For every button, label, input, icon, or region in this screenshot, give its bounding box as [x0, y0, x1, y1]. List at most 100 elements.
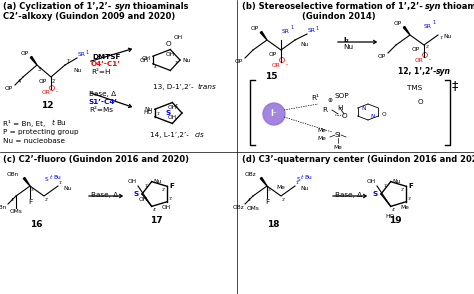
Text: 19: 19: [389, 216, 401, 225]
Text: S: S: [134, 191, 139, 197]
Text: OMs: OMs: [9, 209, 22, 214]
Text: 12: 12: [41, 101, 53, 110]
Polygon shape: [260, 31, 267, 40]
Text: Nu: Nu: [63, 186, 71, 191]
Text: S: S: [45, 177, 49, 182]
Text: 17: 17: [150, 216, 162, 225]
Text: ²: ²: [429, 58, 431, 63]
Text: R: R: [322, 107, 328, 113]
Text: 3’: 3’: [38, 67, 43, 72]
Text: R¹: R¹: [311, 95, 319, 101]
Text: OP: OP: [21, 51, 29, 56]
Text: 1’: 1’: [59, 181, 63, 185]
Text: 1: 1: [432, 20, 435, 25]
Text: syn: syn: [115, 2, 131, 11]
Text: OP: OP: [394, 21, 402, 26]
Text: 14, L-1’,2’-: 14, L-1’,2’-: [150, 132, 189, 138]
Text: OBz: OBz: [244, 172, 256, 177]
Text: SOP: SOP: [335, 93, 350, 99]
Text: R²=Ms: R²=Ms: [89, 107, 113, 113]
Text: (b) Stereoselective formation of 1’,2’-: (b) Stereoselective formation of 1’,2’-: [242, 2, 423, 11]
Text: (d) C3’-quaternary center (Guindon 2016 and 2020): (d) C3’-quaternary center (Guindon 2016 …: [242, 155, 474, 164]
Text: ²: ²: [286, 63, 288, 68]
Text: SR: SR: [282, 29, 290, 34]
Text: 15: 15: [265, 72, 277, 81]
Text: Nu: Nu: [300, 186, 308, 191]
Polygon shape: [30, 56, 37, 65]
Text: Bu: Bu: [53, 175, 61, 180]
Text: C2’-alkoxy (Guindon 2009 and 2020): C2’-alkoxy (Guindon 2009 and 2020): [3, 12, 175, 21]
Text: Bu: Bu: [304, 175, 312, 180]
Text: Base, Δ: Base, Δ: [91, 192, 118, 198]
Text: 2’: 2’: [45, 198, 49, 202]
Text: H: H: [337, 105, 343, 111]
Text: Me: Me: [317, 136, 326, 141]
Text: OR: OR: [271, 63, 280, 68]
Text: F: F: [408, 183, 413, 189]
Text: HO: HO: [144, 110, 153, 115]
Text: I⁻: I⁻: [271, 109, 277, 118]
Text: Nu: Nu: [182, 58, 190, 63]
Text: R²=H: R²=H: [91, 69, 110, 75]
Text: OP: OP: [412, 47, 420, 52]
Text: O: O: [382, 111, 387, 116]
Text: 1’: 1’: [66, 59, 71, 64]
Text: F: F: [265, 199, 269, 205]
Text: 1: 1: [85, 50, 88, 55]
Text: OH: OH: [162, 205, 171, 210]
Polygon shape: [23, 178, 30, 186]
Text: S1’-C4’: S1’-C4’: [89, 99, 118, 105]
Text: 3’: 3’: [407, 197, 411, 201]
Text: OP: OP: [251, 26, 259, 31]
Text: 3’: 3’: [31, 188, 35, 192]
Text: 4’: 4’: [11, 198, 15, 202]
Text: S: S: [373, 191, 378, 197]
Text: ²: ²: [56, 90, 58, 95]
Text: SR: SR: [308, 28, 316, 33]
Text: OR: OR: [414, 58, 423, 63]
Text: Nu: Nu: [392, 179, 401, 184]
Polygon shape: [403, 26, 410, 35]
Text: thioaminals: thioaminals: [440, 2, 474, 11]
Text: (Guindon 2014): (Guindon 2014): [302, 12, 375, 21]
Text: 4’: 4’: [248, 198, 252, 202]
Text: O: O: [341, 113, 347, 119]
Text: 4’: 4’: [18, 79, 22, 84]
Text: Me: Me: [276, 185, 285, 190]
Text: Me: Me: [400, 205, 409, 210]
Text: ⊕: ⊕: [328, 98, 332, 103]
Text: Nu = nucleobase: Nu = nucleobase: [3, 138, 65, 144]
Text: OH: OH: [168, 105, 177, 110]
Text: OH: OH: [166, 51, 175, 56]
Text: 2’: 2’: [161, 188, 165, 192]
Text: OBn: OBn: [7, 172, 19, 177]
Text: 2’: 2’: [400, 188, 404, 192]
Text: OH: OH: [140, 58, 149, 63]
Text: OP: OP: [235, 59, 243, 64]
Text: TMS: TMS: [407, 85, 423, 91]
Text: 2’: 2’: [426, 45, 430, 49]
Text: 3’: 3’: [168, 197, 173, 201]
Polygon shape: [260, 178, 267, 186]
Text: 4’: 4’: [154, 65, 158, 69]
Text: F: F: [28, 199, 32, 205]
Text: ‡: ‡: [452, 79, 458, 92]
Text: t: t: [52, 120, 55, 126]
Text: t: t: [301, 175, 303, 180]
Text: OBn: OBn: [0, 205, 7, 210]
Text: O: O: [165, 41, 171, 47]
Text: OMs: OMs: [246, 206, 259, 211]
Text: Me: Me: [317, 128, 326, 133]
Text: 1’: 1’: [145, 184, 149, 188]
Text: SR: SR: [78, 52, 86, 57]
Text: I₂: I₂: [343, 37, 349, 43]
Text: 3’: 3’: [268, 188, 272, 192]
Text: Base, Δ: Base, Δ: [89, 91, 116, 97]
Text: 18: 18: [267, 220, 279, 229]
Text: N: N: [371, 114, 375, 119]
Text: 2’: 2’: [52, 79, 56, 84]
Text: OP: OP: [39, 79, 47, 84]
Text: OBz: OBz: [232, 205, 244, 210]
Text: SR: SR: [424, 24, 432, 29]
Text: 1: 1: [290, 25, 293, 30]
